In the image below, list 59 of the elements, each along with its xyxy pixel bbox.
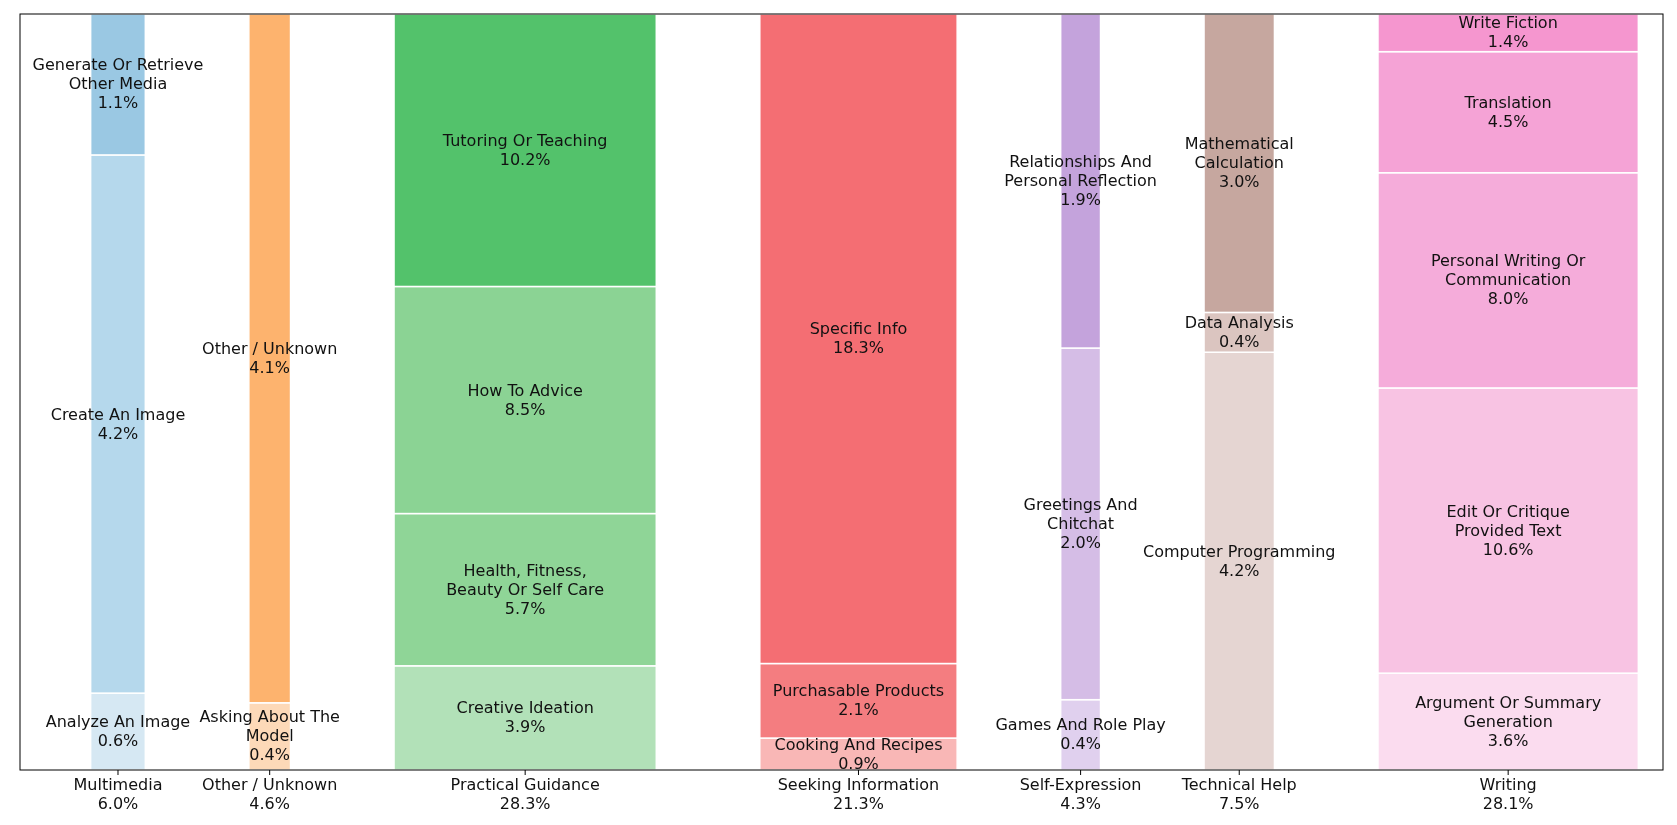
data-label: 1.9% [1060, 189, 1101, 209]
data-label: 4.1% [249, 357, 291, 377]
category-label: Seeking Information [777, 775, 940, 794]
category-label: Other / Unknown [202, 775, 338, 794]
series-label: Edit Or Critique Provided Text [1446, 501, 1570, 540]
text: 6.0% [97, 794, 139, 813]
series-label: Specific Info [809, 318, 908, 338]
text: 21.3% [833, 794, 884, 813]
category-label: Practical Guidance [450, 775, 600, 794]
data-label: 10.2% [499, 149, 551, 169]
category-label: Self-Expression [1019, 775, 1142, 794]
series-label: Argument Or Summary Generation [1415, 692, 1602, 731]
series-label: Computer Programming [1143, 541, 1336, 561]
data-label: 0.6% [97, 730, 139, 750]
series-label: Purchasable Products [772, 680, 945, 700]
data-label: 3.0% [1218, 171, 1260, 191]
series-label: Translation [1463, 92, 1552, 112]
series-label: Data Analysis [1184, 312, 1294, 332]
series-label: Write Fiction [1458, 12, 1558, 32]
data-label: 3.6% [1487, 730, 1529, 750]
text: 4.6% [249, 794, 291, 813]
data-label: 4.2% [1218, 560, 1260, 580]
data-label: 0.4% [249, 744, 291, 764]
series-label: Generate Or Retrieve Other Media [32, 54, 204, 93]
text: 28.1% [1482, 794, 1534, 813]
data-label: 2.1% [838, 699, 879, 719]
data-label: 1.4% [1487, 31, 1529, 51]
data-label: 0.9% [838, 753, 879, 773]
data-label: 4.2% [97, 423, 139, 443]
data-label: 8.0% [1487, 288, 1529, 308]
data-label: 5.7% [504, 598, 546, 618]
data-label: 0.4% [1060, 733, 1101, 753]
text: 4.3% [1060, 794, 1101, 813]
category-label: Technical Help [1180, 775, 1297, 794]
series-label: Create An Image [50, 404, 186, 424]
data-label: 2.0% [1060, 532, 1101, 552]
data-label: 0.4% [1218, 331, 1260, 351]
series-label: How To Advice [467, 380, 583, 400]
data-label: 8.5% [504, 399, 546, 419]
series-label: Mathematical Calculation [1184, 133, 1294, 172]
series-label: Greetings And Chitchat [1023, 494, 1138, 533]
series-label: Analyze An Image [45, 711, 191, 731]
data-label: 4.5% [1487, 111, 1529, 131]
text: 28.3% [499, 794, 551, 813]
data-label: 18.3% [833, 337, 884, 357]
series-label: Cooking And Recipes [774, 734, 943, 754]
data-label: 3.9% [504, 716, 546, 736]
text: 7.5% [1218, 794, 1260, 813]
category-label: Writing [1479, 775, 1537, 794]
series-label: Games And Role Play [995, 714, 1166, 734]
series-label: Creative Ideation [456, 697, 594, 717]
series-label: Asking About The Model [199, 706, 340, 745]
series-label: Relationships And Personal Reflection [1004, 151, 1157, 190]
data-label: 1.1% [97, 92, 139, 112]
series-label: Health, Fitness, Beauty Or Self Care [446, 560, 605, 599]
series-label: Tutoring Or Teaching [441, 130, 608, 150]
series-label: Personal Writing Or Communication [1430, 250, 1586, 289]
data-label: 10.6% [1482, 539, 1534, 559]
category-label: Multimedia [73, 775, 163, 794]
